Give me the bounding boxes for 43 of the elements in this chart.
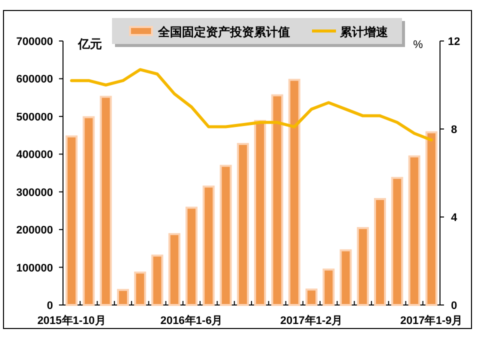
y-tick-label: 600000 [16, 74, 53, 86]
bar [168, 233, 180, 306]
x-tick-label: 2015年1-10月 [37, 314, 106, 327]
y2-tick-label: 12 [448, 36, 460, 48]
y-tick-label: 200000 [16, 224, 53, 237]
y-axis-title: 亿元 [77, 37, 102, 51]
bar [116, 288, 129, 306]
y-tick-label: 700000 [16, 36, 53, 48]
bar [425, 131, 438, 306]
bar [322, 268, 335, 306]
bar [254, 120, 266, 306]
x-tick-label: 2017年1-2月 [280, 314, 343, 327]
line-series [70, 68, 433, 142]
bar [288, 78, 300, 306]
bar [340, 249, 352, 306]
bar [66, 135, 78, 306]
bar [356, 227, 369, 306]
bar [305, 288, 318, 306]
y2-tick-label: 8 [450, 124, 458, 136]
bar [100, 96, 112, 306]
bar [186, 206, 198, 306]
y-tick-label: 100000 [16, 262, 53, 274]
bar [220, 164, 232, 306]
bar [271, 94, 284, 306]
x-tick-label: 2017年1-9月 [400, 314, 463, 327]
y-tick-label: 0 [46, 300, 53, 312]
bar [151, 254, 164, 306]
bar [391, 176, 404, 306]
bar [82, 116, 95, 306]
y-tick-label: 300000 [16, 186, 53, 199]
x-tick-label: 2016年1-6月 [160, 314, 223, 327]
y2-tick-label: 4 [450, 212, 458, 224]
bar [374, 198, 386, 306]
legend-label: 累计增速 [339, 25, 389, 39]
y2-tick-label: 0 [450, 300, 458, 312]
y-tick-label: 500000 [16, 111, 53, 124]
bar [134, 272, 146, 306]
bar [408, 155, 420, 306]
bar [236, 142, 249, 306]
y2-axis-title: % [413, 39, 424, 51]
bar [202, 186, 215, 306]
y-tick-label: 400000 [16, 149, 53, 162]
legend-label: 全国固定资产投资累计值 [157, 25, 290, 39]
